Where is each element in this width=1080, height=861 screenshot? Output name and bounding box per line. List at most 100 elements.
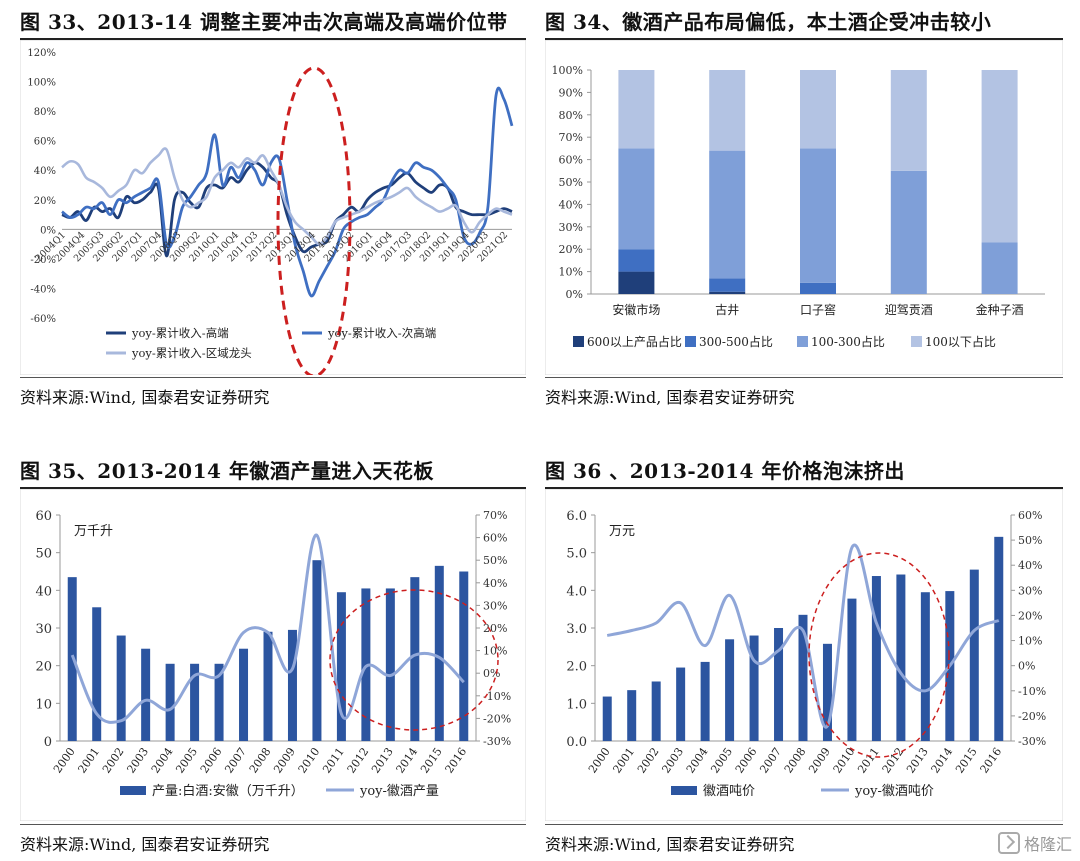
legend-swatch-2 [685, 336, 696, 347]
chart-34-top-rule [545, 38, 1063, 40]
bar [116, 635, 126, 741]
legend-label-2: yoy-累计收入-次高端 [327, 326, 436, 340]
chart-33-source: 资料来源:Wind, 国泰君安证券研究 [20, 388, 270, 407]
bar-segment-4 [890, 70, 927, 171]
bar [822, 643, 832, 741]
bar-segment-3 [981, 242, 1018, 294]
right-tick-label: 40% [1018, 559, 1042, 572]
bar [798, 614, 808, 741]
y-tick-label: 40% [34, 166, 56, 177]
chart-33-title: 图 33、2013-14 调整主要冲击次高端及高端价位带 [20, 10, 508, 34]
bar-segment-3 [618, 148, 655, 250]
series-line-2 [61, 86, 514, 298]
left-tick-label: 50 [35, 547, 52, 562]
legend-label-1: yoy-累计收入-高端 [131, 326, 229, 340]
y-tick-label: 70% [559, 131, 583, 144]
bar [847, 598, 857, 741]
bar-segment-3 [800, 148, 836, 283]
bar [92, 607, 102, 741]
right-tick-label: -10% [1018, 685, 1046, 698]
bar [774, 628, 784, 741]
y-tick-label: 10% [559, 266, 583, 279]
right-tick-label: -30% [1018, 735, 1046, 748]
highlight-ellipse [276, 66, 352, 375]
bar [920, 592, 930, 741]
bar [459, 571, 469, 741]
legend-label-1: 600以上产品占比 [587, 334, 682, 349]
legend-swatch-3 [797, 336, 808, 347]
x-category-label: 口子窖 [800, 302, 836, 317]
watermark: 格隆汇 [997, 831, 1072, 855]
bar [287, 629, 297, 741]
bar [749, 635, 759, 741]
x-category-label: 金种子酒 [976, 302, 1024, 317]
right-tick-label: 60% [1018, 509, 1042, 522]
bar [263, 631, 273, 741]
bar [627, 690, 637, 741]
x-category-label: 安徽市场 [612, 302, 660, 317]
right-tick-label: 50% [1018, 534, 1042, 547]
chart-34-bottom-rule [545, 377, 1063, 378]
legend-swatch-1 [573, 336, 584, 347]
y-tick-label: 60% [34, 137, 56, 148]
bar-segment-3 [709, 150, 746, 279]
left-tick-label: 40 [35, 584, 52, 599]
y-tick-label: 20% [559, 243, 583, 256]
legend-label-bar: 徽酒吨价 [703, 784, 755, 799]
series-line-1 [61, 161, 513, 258]
chart-35-title: 图 35、2013-2014 年徽酒产量进入天花板 [20, 459, 434, 483]
bar-segment-4 [709, 70, 746, 151]
y-tick-label: 0% [40, 225, 56, 236]
left-tick-label: 20 [35, 660, 52, 675]
right-tick-label: 30% [483, 599, 507, 612]
right-tick-label: 70% [483, 509, 507, 522]
chart-34-title: 图 34、徽酒产品布局偏低，本土酒企受冲击较小 [545, 10, 992, 34]
bar-segment-4 [618, 70, 655, 149]
right-tick-label: 0% [1018, 660, 1035, 673]
chart-33-bottom-rule [20, 377, 526, 378]
chart-36-source: 资料来源:Wind, 国泰君安证券研究 [545, 835, 795, 854]
left-tick-label: 30 [35, 622, 52, 637]
yoy-line [70, 533, 465, 724]
legend-label-2: 300-500占比 [699, 334, 773, 349]
y-tick-label: 30% [559, 221, 583, 234]
bar-segment-1 [709, 291, 746, 294]
y-tick-label: 20% [34, 196, 56, 207]
left-tick-label: 60 [35, 509, 52, 524]
y-tick-label: 0% [566, 288, 583, 301]
bar [141, 648, 151, 741]
right-tick-label: 50% [483, 554, 507, 567]
bar [651, 681, 661, 741]
chart-33: -60%-40%-20%0%20%40%60%80%100%120%2004Q1… [20, 40, 526, 375]
chart-36-title: 图 36 、2013-2014 年价格泡沫挤出 [545, 459, 905, 483]
y-tick-label: -20% [30, 255, 56, 266]
left-tick-label: 0.0 [566, 735, 587, 750]
bar [190, 663, 200, 741]
y-tick-label: 80% [34, 107, 56, 118]
unit-label: 万千升 [74, 524, 113, 539]
legend-swatch-4 [911, 336, 922, 347]
right-tick-label: 60% [483, 532, 507, 545]
bar [434, 565, 444, 741]
legend-label-3: 100-300占比 [811, 334, 885, 349]
left-tick-label: 10 [35, 697, 52, 712]
right-tick-label: -30% [483, 735, 511, 748]
right-tick-label: 30% [1018, 584, 1042, 597]
legend-label-3: yoy-累计收入-区域龙头 [131, 346, 252, 360]
right-tick-label: -10% [483, 690, 511, 703]
right-tick-label: 0% [483, 667, 500, 680]
x-category-label: 古井 [715, 302, 739, 317]
chart-34: 0% 10% 20% 30% 40% 50% 60% 70% 80% 90% 100% 安徽市场 古井 口… [545, 40, 1063, 375]
right-tick-label: 10% [483, 645, 507, 658]
bar-segment-1 [618, 271, 655, 294]
left-tick-label: 3.0 [566, 622, 587, 637]
bar-segment-4 [800, 70, 836, 149]
right-tick-label: 20% [483, 622, 507, 635]
y-tick-label: 100% [552, 64, 583, 77]
y-tick-label: 120% [27, 48, 56, 59]
y-tick-label: 90% [559, 86, 583, 99]
watermark-logo-icon [997, 832, 1020, 854]
series-line-3 [61, 147, 513, 246]
chart-35: 0 10 20 30 40 50 60 -30% -20% -10% 0% 10% 20% 30% 40% 5… [20, 489, 526, 821]
left-tick-label: 0 [44, 735, 52, 750]
